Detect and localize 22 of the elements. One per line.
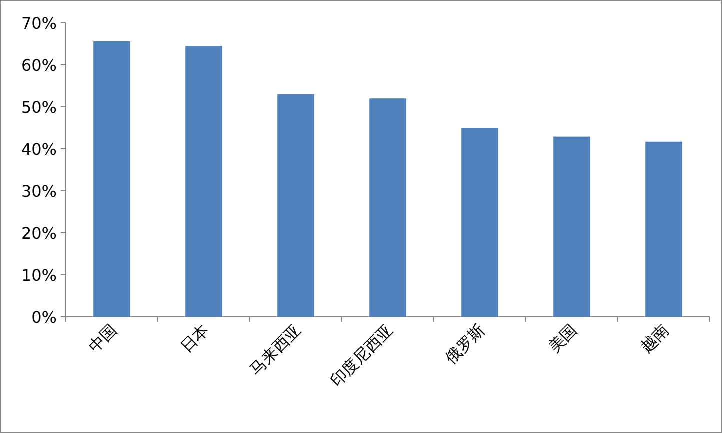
- x-tick-label: 中国: [84, 320, 121, 356]
- y-tick-label: 10%: [21, 266, 57, 285]
- y-tick-label: 20%: [21, 224, 57, 243]
- y-tick-label: 0%: [32, 308, 57, 327]
- bar: [462, 128, 498, 317]
- x-tick-label: 俄罗斯: [441, 320, 489, 368]
- x-tick-label: 美国: [544, 320, 581, 356]
- y-tick-label: 30%: [21, 182, 57, 201]
- x-tick-label: 日本: [176, 320, 213, 356]
- y-tick-label: 70%: [21, 14, 57, 33]
- y-tick-label: 40%: [21, 140, 57, 159]
- x-tick-label: 越南: [636, 320, 673, 356]
- x-tick-label: 马来西亚: [246, 320, 305, 380]
- x-tick-label: 印度尼西亚: [326, 320, 397, 390]
- y-tick-label: 60%: [21, 56, 57, 75]
- bar: [554, 136, 590, 317]
- y-tick-label: 50%: [21, 98, 57, 117]
- bar: [94, 41, 130, 317]
- bar: [646, 142, 682, 317]
- bar: [186, 46, 222, 317]
- bar: [278, 94, 314, 317]
- bar: [370, 98, 406, 317]
